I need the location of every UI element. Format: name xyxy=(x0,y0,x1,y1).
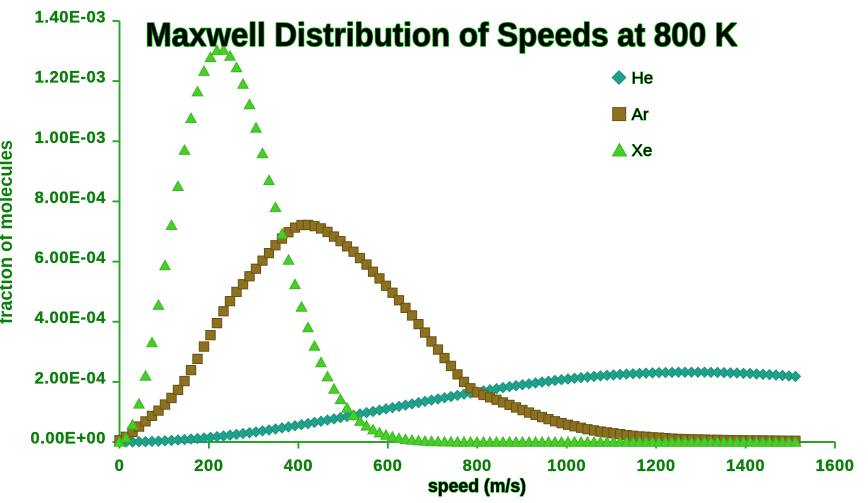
svg-text:200: 200 xyxy=(194,457,223,475)
svg-text:600: 600 xyxy=(373,457,402,475)
svg-text:fraction of molecules: fraction of molecules xyxy=(0,140,17,324)
svg-text:1.40E-03: 1.40E-03 xyxy=(35,9,106,27)
svg-text:Maxwell Distribution of Speeds: Maxwell Distribution of Speeds at 800 K xyxy=(146,16,738,53)
svg-text:6.00E-04: 6.00E-04 xyxy=(35,249,107,267)
svg-text:400: 400 xyxy=(284,457,313,475)
svg-text:1400: 1400 xyxy=(726,457,765,475)
svg-text:speed (m/s): speed (m/s) xyxy=(428,476,526,496)
svg-text:1.20E-03: 1.20E-03 xyxy=(35,69,106,87)
svg-text:2.00E-04: 2.00E-04 xyxy=(35,369,107,387)
svg-text:Xe: Xe xyxy=(632,141,653,160)
svg-text:1600: 1600 xyxy=(816,457,855,475)
svg-text:1.00E-03: 1.00E-03 xyxy=(35,129,106,147)
svg-text:1000: 1000 xyxy=(547,457,586,475)
svg-text:0: 0 xyxy=(115,457,125,475)
svg-text:Ar: Ar xyxy=(632,105,649,124)
svg-text:4.00E-04: 4.00E-04 xyxy=(35,309,107,327)
svg-text:He: He xyxy=(632,69,654,88)
svg-text:0.00E+00: 0.00E+00 xyxy=(30,430,106,448)
svg-text:800: 800 xyxy=(463,457,492,475)
svg-text:1200: 1200 xyxy=(637,457,676,475)
svg-text:8.00E-04: 8.00E-04 xyxy=(35,189,107,207)
